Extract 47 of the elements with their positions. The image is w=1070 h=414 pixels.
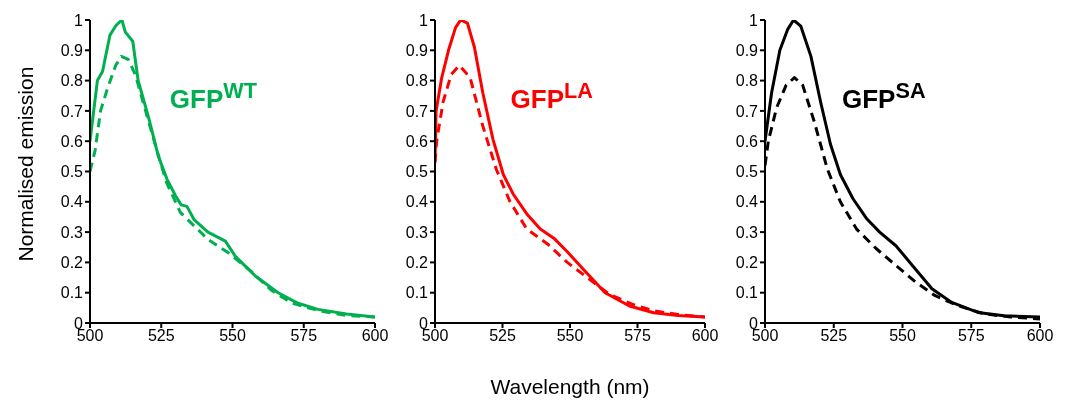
y-tick-label: 0.2 <box>735 254 759 272</box>
x-tick-label: 575 <box>290 327 318 345</box>
y-tick-label: 1 <box>74 11 84 29</box>
y-tick-label: 0.4 <box>60 193 84 211</box>
y-tick-label: 0.1 <box>735 284 759 302</box>
y-tick-label: 0.9 <box>60 41 84 59</box>
y-tick-label: 0.9 <box>405 41 429 59</box>
y-tick-label: 0.5 <box>60 163 84 181</box>
y-tick-label: 1 <box>749 11 759 29</box>
x-tick-label: 550 <box>889 327 916 345</box>
y-tick-label: 0.7 <box>735 102 759 120</box>
y-tick-label: 0.4 <box>405 193 429 211</box>
y-tick-label: 0.3 <box>735 223 759 241</box>
y-tick-label: 0.5 <box>405 163 429 181</box>
y-tick-label: 1 <box>419 11 429 29</box>
x-tick-label: 525 <box>820 327 848 345</box>
y-tick-label: 0.3 <box>405 223 429 241</box>
x-tick-label: 550 <box>556 327 584 345</box>
y-tick-label: 0.6 <box>405 132 429 150</box>
x-tick-label: 600 <box>1026 327 1054 345</box>
y-tick-label: 0.2 <box>60 254 84 272</box>
y-axis-title: Normalised emission <box>14 66 38 262</box>
y-tick-label: 0.4 <box>735 193 759 211</box>
text: GFP$^{WT}$ <box>169 78 257 115</box>
y-tick-label: 0.6 <box>60 132 84 150</box>
y-tick-label: 0.5 <box>735 163 759 181</box>
y-tick-label: 0.3 <box>60 223 84 241</box>
x-tick-label: 600 <box>361 327 389 345</box>
y-tick-label: 0.2 <box>405 254 429 272</box>
x-tick-label: 550 <box>219 327 246 345</box>
text: GFP$^{LA}$ <box>510 78 593 115</box>
y-tick-label: 0.8 <box>735 72 759 90</box>
y-tick-label: 0.9 <box>735 41 759 59</box>
text: GFP$^{SA}$ <box>842 78 926 115</box>
y-tick-label: 0.6 <box>735 132 759 150</box>
y-tick-label: 0.1 <box>405 284 429 302</box>
x-tick-label: 600 <box>691 327 719 345</box>
x-tick-label: 575 <box>624 327 651 345</box>
x-tick-label: 525 <box>147 327 175 345</box>
y-tick-label: 0.8 <box>405 72 429 90</box>
x-tick-label: 575 <box>957 327 985 345</box>
x-axis-title: Wavelength (nm) <box>490 375 650 398</box>
x-tick-label: 525 <box>489 327 516 345</box>
y-tick-label: 0.7 <box>60 102 84 120</box>
y-tick-label: 0.7 <box>405 102 429 120</box>
y-tick-label: 0.1 <box>60 284 84 302</box>
y-tick-label: 0.8 <box>60 72 84 90</box>
